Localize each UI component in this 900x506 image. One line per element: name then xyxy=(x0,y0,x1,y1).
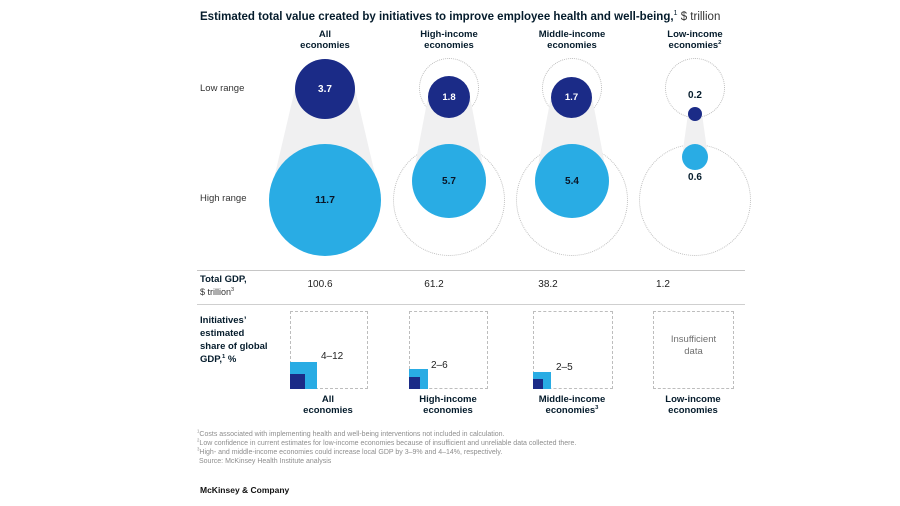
header-line1: All xyxy=(318,29,332,40)
gdp-label-line2: $ trillion3 xyxy=(200,286,247,298)
share-label-line3: share of global xyxy=(200,341,268,352)
bubble-high-all-economies: 11.7 xyxy=(269,144,381,256)
share-square-low xyxy=(533,379,543,389)
share-range-label: 2–6 xyxy=(431,360,448,371)
bubble-low-middle-income: 1.7 xyxy=(551,77,592,118)
share-range-label: 2–5 xyxy=(556,362,573,373)
gdp-value-low-income: 1.2 xyxy=(656,279,670,290)
gdp-footnote-marker: 3 xyxy=(231,287,235,293)
title-main: Estimated total value created by initiat… xyxy=(200,11,674,23)
label-line2: economies xyxy=(423,404,473,416)
gdp-unit: $ trillion xyxy=(200,287,232,297)
footnote-marker: 1 xyxy=(197,428,200,434)
insufficient-line1: Insufficient xyxy=(670,334,717,345)
share-label-line4: GDP,1 % xyxy=(200,353,268,366)
bubble-value: 1.8 xyxy=(442,91,456,103)
share-box-label-all-economies: All economies xyxy=(268,394,388,416)
bubble-high-middle-income: 5.4 xyxy=(535,144,609,218)
footnote-text: Low confidence in current estimates for … xyxy=(199,440,577,447)
share-box-all-economies: 4–12 xyxy=(290,311,368,389)
gdp-row-label: Total GDP, $ trillion3 xyxy=(200,274,247,298)
title-footnote-marker: 1 xyxy=(673,9,678,18)
bubble-value: 11.7 xyxy=(315,194,335,206)
gdp-label-line1: Total GDP, xyxy=(200,274,247,285)
bubble-high-high-income: 5.7 xyxy=(412,144,486,218)
share-box-high-income: 2–6 xyxy=(409,311,488,389)
header-line2: economies xyxy=(668,39,719,51)
share-range-label: 4–12 xyxy=(321,351,344,362)
label-line2: economies xyxy=(303,404,353,416)
footnote-text: High- and middle-income economies could … xyxy=(199,449,503,456)
label-line1: High-income xyxy=(419,394,477,405)
label-line2: economies xyxy=(668,404,718,416)
insufficient-line2: data xyxy=(684,346,703,357)
footnote-marker: 2 xyxy=(197,437,200,443)
bubble-value: 5.4 xyxy=(565,175,579,187)
gdp-value-all-economies: 100.6 xyxy=(307,279,333,290)
label-line2: economies xyxy=(545,404,596,416)
divider-top xyxy=(197,270,745,271)
share-label-pct: % xyxy=(225,354,237,365)
bubble-value: 1.7 xyxy=(564,92,579,103)
label-line1: Low-income xyxy=(665,394,721,405)
column-header-all-economies: All economies xyxy=(270,29,380,51)
footnote-3: 3High- and middle-income economies could… xyxy=(197,446,576,457)
divider-bottom xyxy=(197,304,745,305)
share-box-middle-income: 2–5 xyxy=(533,311,613,389)
share-label-gdp: GDP, xyxy=(200,354,223,365)
share-box-label-high-income: High-income economies xyxy=(388,394,508,416)
share-box-label-low-income: Low-income economies xyxy=(633,394,753,416)
share-label-line2: estimated xyxy=(200,328,245,339)
bubble-high-low-income xyxy=(682,144,708,170)
header-line2: economies xyxy=(547,39,597,51)
column-header-low-income: Low-income economies2 xyxy=(640,29,750,51)
footnote-marker: 3 xyxy=(197,446,200,452)
footnote-text: Costs associated with implementing healt… xyxy=(199,431,505,438)
footnote-2: 2Low confidence in current estimates for… xyxy=(197,437,577,448)
header-line1: High-income xyxy=(420,29,478,40)
bubble-value-low-low-income: 0.2 xyxy=(688,90,702,101)
share-box-low-income: Insufficient data xyxy=(653,311,734,389)
header-footnote-marker: 2 xyxy=(718,39,722,46)
label-footnote-marker: 3 xyxy=(595,404,599,411)
bubble-low-all-economies: 3.7 xyxy=(295,59,355,119)
footnotes: 1Costs associated with implementing heal… xyxy=(197,428,577,466)
row-label-high-range: High range xyxy=(200,193,247,204)
bubble-value: 3.7 xyxy=(318,83,332,95)
source-line: Source: McKinsey Health Institute analys… xyxy=(199,458,332,465)
mckinsey-logo: McKinsey & Company xyxy=(200,485,290,495)
share-box-label-middle-income: Middle-income economies3 xyxy=(512,394,632,416)
bubble-low-low-income xyxy=(688,107,702,121)
header-line2: economies xyxy=(300,39,350,51)
share-square-low xyxy=(409,377,420,389)
bubble-value: 5.7 xyxy=(442,175,456,187)
insufficient-data-note: Insufficient data xyxy=(654,334,733,358)
bubble-low-high-income: 1.8 xyxy=(428,76,470,118)
column-header-middle-income: Middle-income economies xyxy=(517,29,627,51)
gdp-value-high-income: 61.2 xyxy=(424,279,444,290)
share-footnote-marker: 1 xyxy=(222,353,226,360)
share-label-line1: Initiatives’ xyxy=(200,315,247,326)
footnote-1: 1Costs associated with implementing heal… xyxy=(197,428,576,439)
page-title: Estimated total value created by initiat… xyxy=(200,10,760,24)
gdp-value-middle-income: 38.2 xyxy=(538,279,558,290)
share-section-label: Initiatives’ estimated share of global G… xyxy=(200,314,268,366)
label-line1: Middle-income xyxy=(538,394,606,405)
header-line2: economies xyxy=(424,39,474,51)
header-line1: Middle-income xyxy=(538,29,606,40)
column-header-high-income: High-income economies xyxy=(394,29,504,51)
header-line1: Low-income xyxy=(667,29,723,40)
share-square-low xyxy=(290,374,305,389)
row-label-low-range: Low range xyxy=(200,83,245,94)
label-line1: All xyxy=(321,394,335,405)
bubble-value-high-low-income: 0.6 xyxy=(688,172,702,183)
title-unit: $ trillion xyxy=(677,11,721,23)
